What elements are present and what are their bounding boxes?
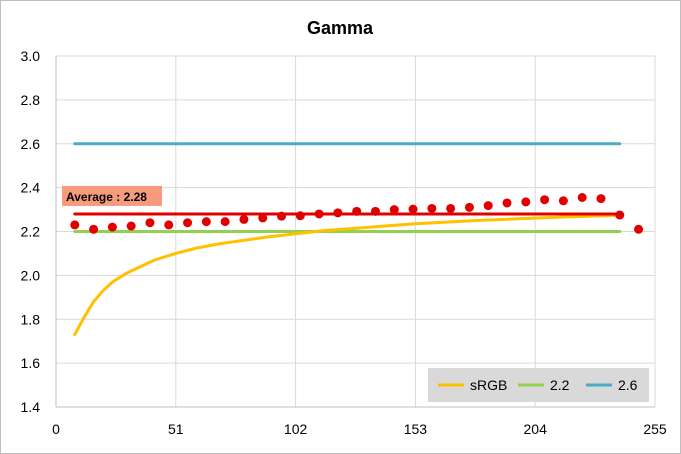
measured-point [389,205,399,215]
x-tick-label: 153 [404,421,428,437]
measured-point [201,217,211,227]
y-tick-label: 2.6 [21,136,41,152]
measured-point [70,220,80,230]
average-annotation-text: Average : 2.28 [66,190,147,204]
measured-point [164,220,174,230]
measured-point [145,218,155,228]
x-tick-label: 255 [643,421,667,437]
y-tick-label: 3.0 [21,48,41,64]
measured-point [577,192,587,202]
measured-point [408,204,418,214]
series-line-srgb [73,214,622,337]
y-tick-label: 1.6 [21,355,41,371]
chart-title: Gamma [307,18,374,38]
x-tick-label: 102 [284,421,308,437]
series-layer [70,142,644,337]
x-tick-label: 51 [168,421,184,437]
measured-point [126,221,136,231]
y-tick-label: 2.0 [21,267,41,283]
y-tick-label: 2.8 [21,92,41,108]
annotation-layer: Average : 2.28 [62,185,162,206]
measured-point [427,203,437,213]
measured-point [596,194,606,204]
axis-layer: 1.4 1.6 1.8 2.0 2.2 2.4 2.6 2.8 3.0 0 51 102 153 204 2… [21,48,667,437]
y-tick-label: 1.4 [21,399,41,415]
measured-point [615,210,625,220]
legend-label-2-6: 2.6 [618,377,638,393]
legend-label-srgb: sRGB [470,377,507,393]
measured-point [352,206,362,216]
legend-label-2-2: 2.2 [550,377,570,393]
legend: sRGB 2.2 2.6 [428,368,649,402]
measured-point [295,211,305,221]
y-tick-label: 1.8 [21,311,41,327]
average-annotation-box [62,185,162,206]
x-tick-label: 204 [524,421,548,437]
measured-point [183,218,193,228]
measured-point [220,217,230,227]
measured-point [540,195,550,205]
measured-point [558,196,568,206]
measured-point [314,209,324,219]
measured-point [258,213,268,223]
measured-point [483,201,493,211]
y-tick-label: 2.2 [21,224,41,240]
measured-point [521,197,531,207]
measured-point [107,222,117,232]
measured-point [89,224,99,234]
measured-point [464,202,474,212]
average-annotation: Average : 2.28 [62,185,162,206]
measured-point [333,208,343,218]
measured-point [239,214,249,224]
measured-point [502,198,512,208]
measured-point [370,206,380,216]
x-tick-label: 0 [52,421,60,437]
measured-point [634,224,644,234]
measured-point [277,211,287,221]
y-tick-label: 2.4 [21,180,41,196]
measured-point [446,203,456,213]
